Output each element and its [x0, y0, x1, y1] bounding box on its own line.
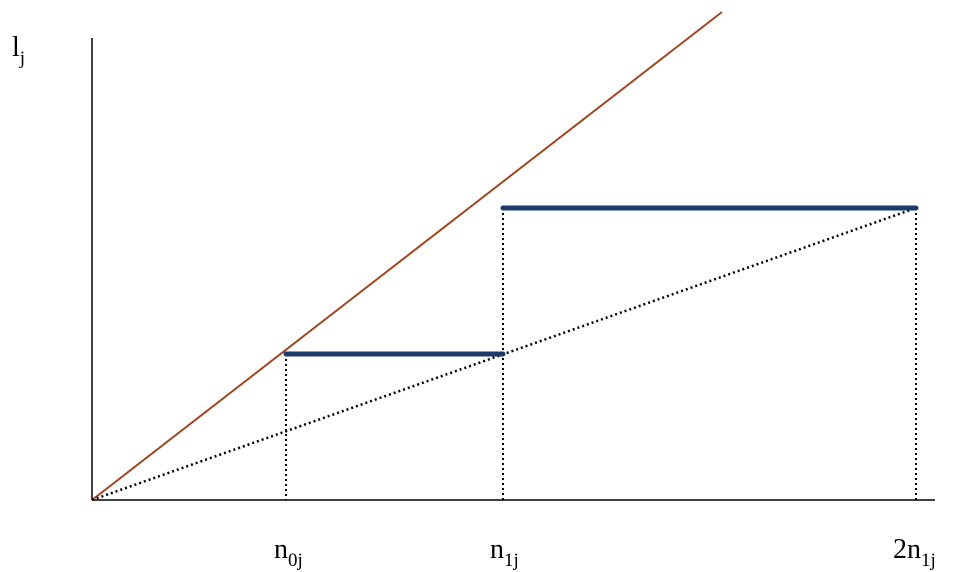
2n1j-label: 2n1j [893, 534, 936, 571]
n1j-label-sub: 1j [504, 550, 519, 571]
y-axis-label: lj [12, 32, 25, 69]
2n1j-label-base: 2n [893, 534, 921, 565]
steep-diagonal-line [91, 11, 723, 501]
n0j-label-base: n [274, 534, 288, 565]
dotted-diagonal-line [91, 206, 917, 502]
2n1j-label-sub: 1j [921, 550, 936, 571]
y-axis-label-base: l [12, 32, 20, 63]
y-axis-label-sub: j [19, 48, 25, 69]
n1j-label: n1j [490, 534, 519, 571]
n0j-label: n0j [274, 534, 303, 571]
n0j-label-sub: 0j [288, 550, 303, 571]
n1j-label-base: n [490, 534, 504, 565]
